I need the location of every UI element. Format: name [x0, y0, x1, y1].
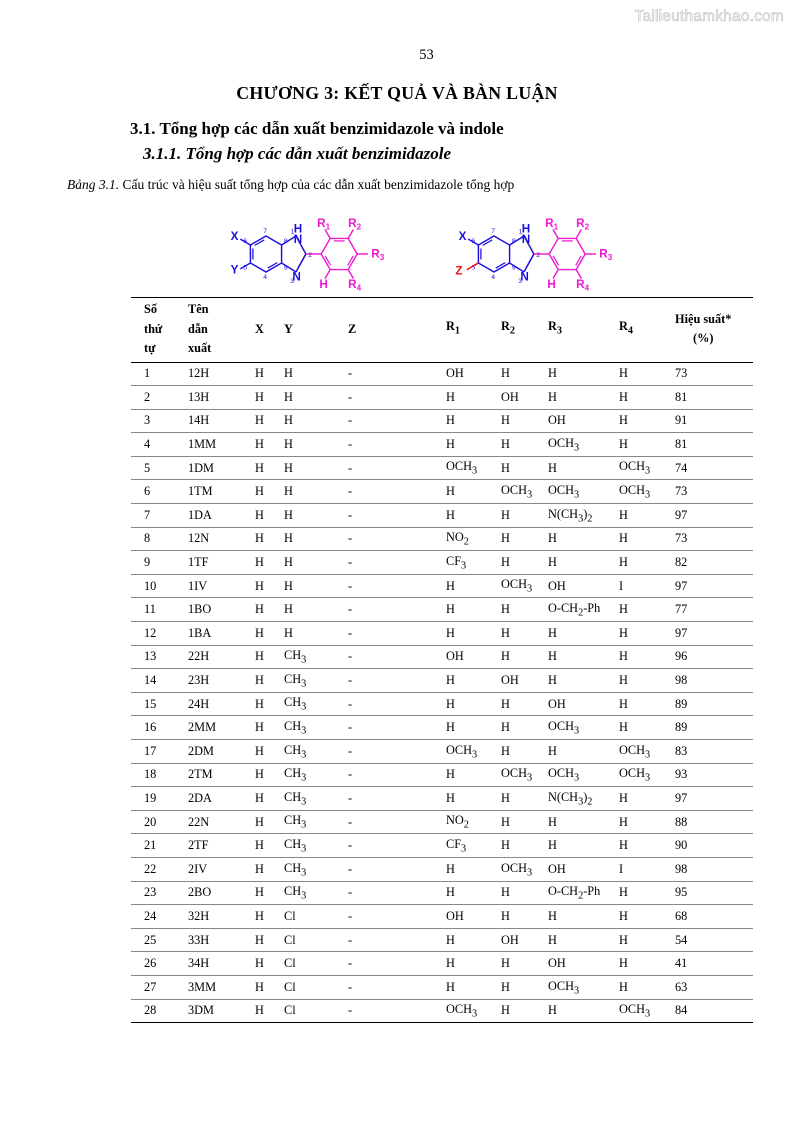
svg-text:Z: Z: [455, 264, 462, 277]
